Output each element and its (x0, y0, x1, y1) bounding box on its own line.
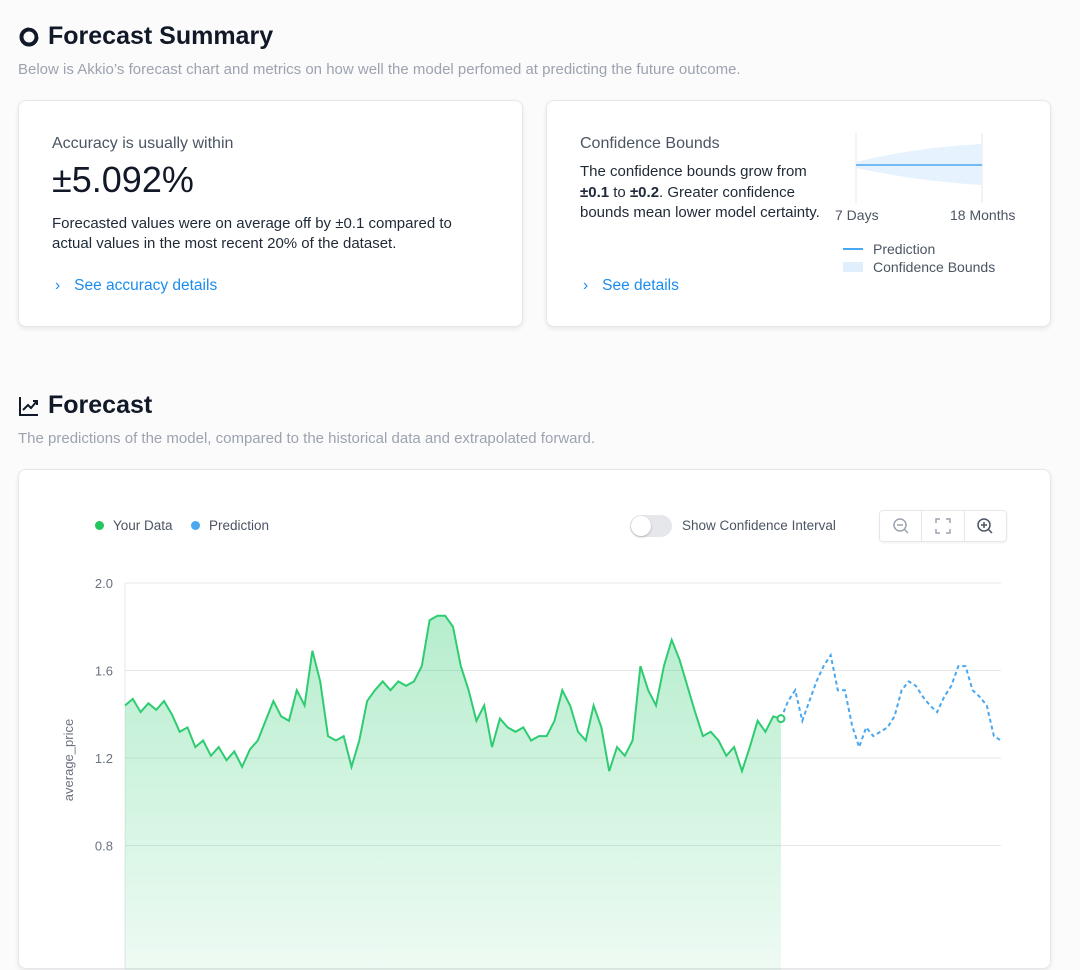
page-title: Forecast Summary (48, 22, 274, 50)
y-tick-label: 1.6 (95, 664, 113, 679)
confidence-interval-toggle[interactable] (630, 515, 672, 537)
legend-bounds: Confidence Bounds (843, 259, 995, 275)
accuracy-description: Forecasted values were on average off by… (52, 215, 452, 252)
see-details-link[interactable]: › See details (583, 277, 679, 295)
last-data-marker (776, 714, 786, 724)
zoom-in-icon (977, 518, 993, 534)
zoom-controls (879, 510, 1007, 542)
end-label: 18 Months (950, 207, 1016, 223)
summary-subtitle: Below is Akkio’s forecast chart and metr… (18, 61, 741, 78)
forecast-heading: Forecast (18, 391, 152, 420)
forecast-chart: 2.0 1.6 1.2 0.8 average_price (61, 576, 1002, 970)
accuracy-value: ±5.092% (52, 159, 194, 200)
y-tick-label: 2.0 (95, 576, 113, 591)
confidence-title: Confidence Bounds (580, 135, 720, 152)
legend-prediction: Prediction (843, 241, 935, 257)
prediction-line (780, 652, 1002, 751)
forecast-chart-card: Your Data Prediction Show Confidence Int… (18, 469, 1051, 970)
forecast-title: Forecast (48, 391, 153, 419)
y-tick-label: 0.8 (95, 839, 113, 854)
accuracy-label: Accuracy is usually within (52, 135, 234, 152)
expand-icon (935, 518, 951, 534)
zoom-out-button[interactable] (880, 511, 923, 541)
link-label: See details (602, 277, 679, 294)
zoom-out-icon (892, 518, 909, 534)
your-data-line (124, 614, 782, 775)
fit-button[interactable] (922, 511, 965, 541)
forecast-summary-icon (19, 25, 40, 46)
summary-heading: Forecast Summary (18, 22, 273, 51)
y-axis-label: average_price (61, 719, 76, 801)
forecast-subtitle: The predictions of the model, compared t… (18, 430, 595, 447)
confidence-description: The confidence bounds grow from ±0.1 to … (580, 163, 820, 221)
legend-your-data[interactable]: Your Data (95, 518, 173, 533)
y-tick-label: 1.2 (95, 751, 113, 766)
chevron-right-icon: › (583, 277, 589, 294)
see-accuracy-details-link[interactable]: › See accuracy details (55, 277, 217, 295)
toggle-label: Show Confidence Interval (682, 518, 836, 533)
accuracy-card: Accuracy is usually within ±5.092% Forec… (18, 100, 523, 327)
legend-prediction[interactable]: Prediction (191, 518, 269, 533)
confidence-card: Confidence Bounds The confidence bounds … (546, 100, 1051, 327)
zoom-in-button[interactable] (965, 511, 1006, 541)
confidence-mini-chart (855, 133, 983, 203)
trend-chart-icon (19, 396, 38, 416)
your-data-area (125, 615, 781, 970)
chevron-right-icon: › (55, 277, 61, 294)
start-label: 7 Days (835, 207, 879, 223)
link-label: See accuracy details (74, 277, 218, 294)
